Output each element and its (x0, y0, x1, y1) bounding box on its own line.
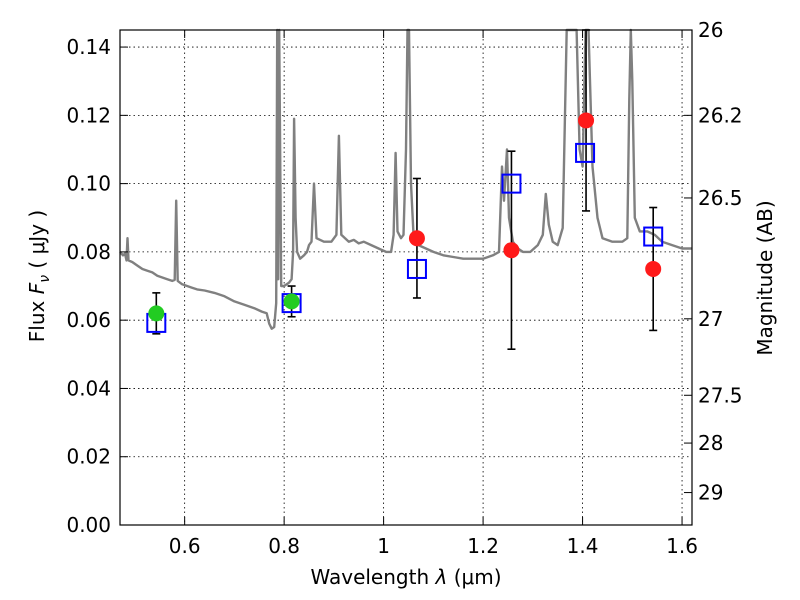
x-axis-title: Wavelength λ (μm) (310, 565, 501, 589)
observed-point (148, 305, 165, 322)
observed-point (503, 242, 520, 259)
x-tick-label: 1 (377, 534, 390, 558)
x-tick-label: 1.6 (666, 534, 698, 558)
y-tick-label: 0.02 (66, 445, 111, 469)
right-tick-label: 28 (698, 431, 723, 455)
y-tick-label: 0.08 (66, 240, 111, 264)
x-tick-label: 1.2 (467, 534, 499, 558)
x-tick-label: 0.6 (169, 534, 201, 558)
y-tick-label: 0.00 (66, 513, 111, 537)
y-tick-label: 0.14 (66, 35, 111, 59)
axis-ticks: 0.6 0.8 1 1.2 1.4 1.6 0.00 0.02 0.04 0.06 0.08 0.10… (66, 18, 742, 558)
y-axis-title: Flux Fν ( μJy ) (25, 210, 54, 342)
observed-point (408, 230, 425, 247)
right-tick-label: 26.2 (698, 103, 743, 127)
x-tick-label: 1.4 (567, 534, 599, 558)
observed-point (578, 112, 595, 129)
observed-point (645, 260, 662, 277)
model-band-square (406, 258, 427, 279)
y-tick-label: 0.04 (66, 376, 111, 400)
right-tick-label: 27 (698, 307, 723, 331)
observed-points (148, 112, 662, 322)
right-tick-label: 26.5 (698, 186, 743, 210)
right-tick-label: 29 (698, 481, 723, 505)
right-tick-label: 26 (698, 18, 723, 42)
observed-point (283, 293, 300, 310)
right-axis-title: Magnitude (AB) (753, 200, 777, 355)
model-band-square (575, 142, 596, 163)
model-band-square (501, 173, 522, 194)
model-band-squares (146, 142, 664, 333)
y-tick-label: 0.10 (66, 172, 111, 196)
model-band-square (643, 226, 664, 247)
x-tick-label: 0.8 (268, 534, 300, 558)
model-spectrum-line (119, 28, 692, 330)
y-tick-label: 0.12 (66, 103, 111, 127)
plot-area (119, 28, 692, 350)
plot-frame (119, 29, 693, 526)
right-tick-label: 27.5 (698, 383, 743, 407)
y-tick-label: 0.06 (66, 308, 111, 332)
